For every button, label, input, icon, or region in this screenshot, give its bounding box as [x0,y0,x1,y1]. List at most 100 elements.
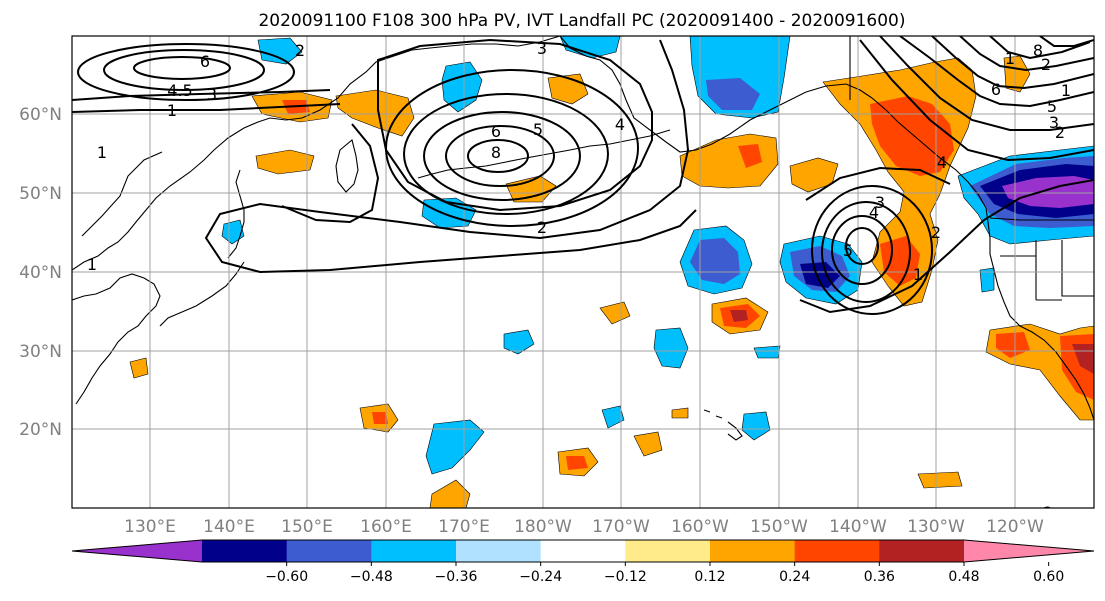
contour-label: 2 [1043,503,1053,522]
contour-label: 1 [913,265,923,284]
lat-label: 40°N [19,263,62,283]
contour-label: 1 [167,101,177,120]
colorbar-tick-label: 0.36 [864,569,895,585]
shade-positive-region [335,89,415,137]
shade-positive-region [599,301,631,325]
contour-line [859,39,1094,162]
colorbar-tick-label: 0.12 [694,569,725,585]
coastlines [72,36,1094,441]
colorbar-segment [371,540,457,562]
coastline-korea-china [72,273,161,405]
contour-label: 3 [1049,113,1059,132]
contour-label: 2 [537,218,547,237]
lon-label: 160°E [360,517,412,537]
shade-negative-region [425,419,485,475]
border-states [1000,240,1094,301]
colorbar-tick-label: 0.60 [1033,569,1064,585]
contour-line [103,49,265,91]
contour-labels: 6 4.5 3 1 2 6 5 8 3 4 5 1 1 2 4 3 6 2 5 … [87,39,1071,522]
figure-title: 2020091100 F108 300 hPa PV, IVT Landfall… [258,11,905,31]
shade-negative-region [503,329,535,355]
lat-label: 60°N [19,105,62,125]
contour-line [467,139,529,173]
longitude-labels: 130°E 140°E 150°E 160°E 170°E 180°W 170°… [124,517,1044,537]
shade-negative-region [706,78,760,110]
lon-label: 160°W [671,517,729,537]
contour-label: 2 [1041,55,1051,74]
colorbar-segment [286,540,372,562]
contour-line [899,36,1094,108]
lon-label: 130°E [124,517,176,537]
contour-line [1039,36,1094,47]
contour-line [821,201,911,303]
shade-strong-positive-region [372,412,388,424]
lat-label: 30°N [19,342,62,362]
lat-label: 20°N [19,420,62,440]
contour-label: 1 [1005,49,1015,68]
contour-lines [72,36,1094,315]
lon-label: 140°E [203,517,255,537]
contour-label: 5 [843,241,853,260]
coastline-asia [72,36,561,271]
contour-line [805,166,951,201]
lon-label: 120°W [986,517,1044,537]
contour-label: 6 [200,52,210,71]
shade-strong-positive-region [738,144,762,168]
shade-positive-region [429,479,471,508]
contour-label: 3 [207,85,217,104]
map-content: 6 4.5 3 1 2 6 5 8 3 4 5 1 1 2 4 3 6 2 5 … [72,36,1094,522]
shade-positive-region [255,149,315,175]
colorbar-outline [71,539,1095,563]
shade-positive-region [917,471,963,489]
lon-label: 140°W [829,517,887,537]
colorbar-extend-max [964,540,1094,562]
lon-label: 180°W [514,517,572,537]
contour-line [989,36,1091,60]
contour-label: 1 [1061,81,1071,100]
colorbar: −0.60 −0.48 −0.36 −0.24 −0.12 0.12 0.24 0.36 0.4… [71,539,1095,585]
colorbar-tick-label: −0.36 [435,569,478,585]
shade-negative-region [221,219,245,245]
colorbar-tick-label: 0.48 [948,569,979,585]
contour-line [204,39,697,274]
lon-label: 150°E [281,517,333,537]
contour-label: 2 [295,41,305,60]
colorbar-segment [710,540,796,562]
colorbar-tick-label: −0.12 [604,569,647,585]
contour-line [403,93,609,215]
contour-label: 1 [97,143,107,162]
border-canada-us [989,217,1094,221]
colorbar-segment [625,540,711,562]
shade-strong-positive-region [870,96,954,176]
contour-label: 5 [533,120,543,139]
contour-label: 1 [87,255,97,274]
colorbar-tick-label: 0.24 [779,569,810,585]
contour-line [377,38,653,212]
contour-label: 8 [491,143,501,162]
shade-negative-region [257,37,303,65]
map-frame [71,35,1095,509]
contour-label: 6 [991,80,1001,99]
shade-positive-region [671,407,689,419]
shade-negative-region [601,405,625,429]
contour-line [879,36,1094,131]
contour-line [281,123,380,224]
contour-line [931,36,1094,90]
shade-positive-region [633,431,663,457]
contour-label: 4.5 [167,81,192,100]
lon-label: 170°W [592,517,650,537]
shade-negative-region [753,345,781,359]
coastline-hawaii [703,409,743,441]
lon-label: 170°E [438,517,490,537]
shade-positive-region [1003,55,1031,93]
colorbar-tick-label: −0.48 [350,569,393,585]
colorbar-segment [879,540,965,562]
shade-negative-region [559,36,621,59]
shade-negative-region [741,411,771,441]
contour-label: 4 [615,115,625,134]
contour-label: 2 [931,223,941,242]
lat-label: 50°N [19,184,62,204]
shade-strong-positive-region [566,456,588,470]
colorbar-tick-label: −0.24 [519,569,562,585]
contour-line [72,103,341,113]
